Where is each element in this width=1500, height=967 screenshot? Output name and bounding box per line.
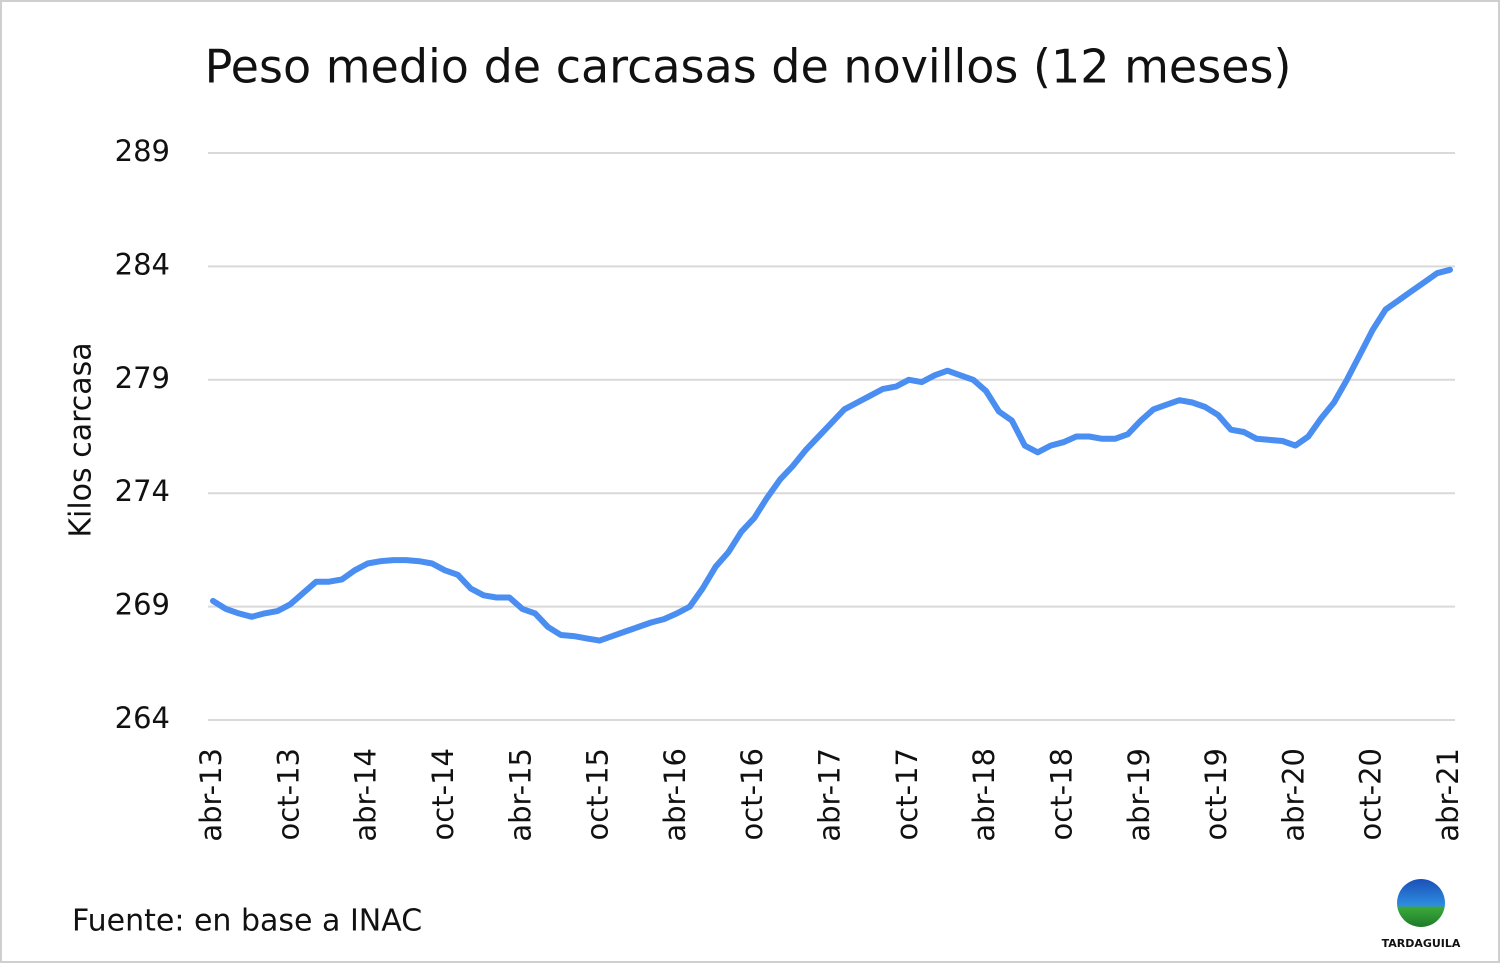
x-tick-label: oct-13 xyxy=(271,748,305,840)
x-tick-label: oct-17 xyxy=(890,748,924,840)
x-tick-label: abr-18 xyxy=(967,748,1001,842)
x-tick-label: oct-19 xyxy=(1199,748,1233,840)
x-tick-label: abr-21 xyxy=(1431,748,1465,842)
x-tick-label: oct-20 xyxy=(1354,748,1388,840)
x-tick-label: abr-17 xyxy=(813,748,847,842)
x-tick-label: abr-15 xyxy=(503,748,537,842)
data-line xyxy=(210,266,1453,644)
source-note: Fuente: en base a INAC xyxy=(72,904,422,939)
y-tick-label: 289 xyxy=(115,134,170,168)
x-tick-label: abr-16 xyxy=(658,748,692,842)
y-tick-label: 264 xyxy=(115,701,170,735)
logo-text: TARDAGUILA xyxy=(1382,937,1461,950)
x-tick-label: abr-20 xyxy=(1276,748,1310,842)
x-tick-label: abr-19 xyxy=(1122,748,1156,842)
x-tick-label: oct-16 xyxy=(735,748,769,840)
y-tick-label: 279 xyxy=(115,361,170,395)
x-tick-label: oct-18 xyxy=(1044,748,1078,840)
y-tick-label: 284 xyxy=(115,247,170,281)
x-tick-label: oct-15 xyxy=(581,748,615,840)
x-tick-label: abr-13 xyxy=(194,748,228,842)
y-tick-label: 274 xyxy=(115,474,170,508)
x-tick-label: abr-14 xyxy=(349,748,383,842)
x-tick-label: oct-14 xyxy=(426,748,460,840)
y-tick-label: 269 xyxy=(115,588,170,622)
chart-title: Peso medio de carcasas de novillos (12 m… xyxy=(205,40,1292,94)
y-axis-label: Kilos carcasa xyxy=(64,342,99,537)
logo-icon xyxy=(1397,879,1445,927)
